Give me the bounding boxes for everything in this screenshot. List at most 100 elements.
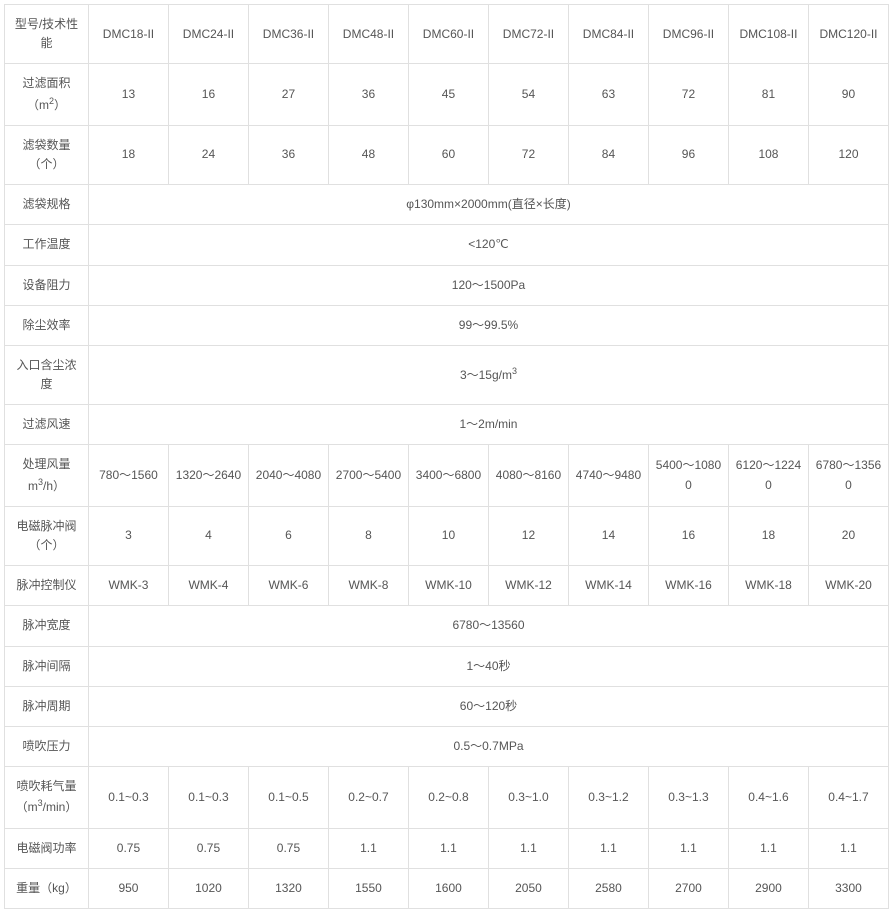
cell: 4 — [168, 506, 248, 565]
cell: 2700～5400 — [328, 445, 408, 506]
cell: 0.1~0.5 — [248, 767, 328, 828]
cell: WMK-6 — [248, 566, 328, 606]
row-span-value: 6780～13560 — [88, 606, 888, 646]
row-span-value: 3～15g/m3 — [88, 345, 888, 404]
row-label: 滤袋规格 — [5, 185, 89, 225]
model-header: DMC60-II — [408, 5, 488, 64]
cell: 72 — [648, 64, 728, 125]
row-label: 脉冲周期 — [5, 686, 89, 726]
model-header: DMC96-II — [648, 5, 728, 64]
row-pulse_interval: 脉冲间隔1～40秒 — [5, 646, 889, 686]
cell: 18 — [88, 125, 168, 184]
row-weight: 重量（kg）9501020132015501600205025802700290… — [5, 868, 889, 908]
cell: 10 — [408, 506, 488, 565]
cell: 1.1 — [728, 828, 808, 868]
header-row: 型号/技术性能DMC18-IIDMC24-IIDMC36-IIDMC48-IID… — [5, 5, 889, 64]
cell: WMK-8 — [328, 566, 408, 606]
row-label: 过滤面积（m2） — [5, 64, 89, 125]
cell: 16 — [648, 506, 728, 565]
cell: 0.2~0.7 — [328, 767, 408, 828]
model-header: DMC72-II — [488, 5, 568, 64]
cell: 63 — [568, 64, 648, 125]
cell: 2700 — [648, 868, 728, 908]
row-pulse_period: 脉冲周期60～120秒 — [5, 686, 889, 726]
row-valve_power: 电磁阀功率0.750.750.751.11.11.11.11.11.11.1 — [5, 828, 889, 868]
model-header: DMC48-II — [328, 5, 408, 64]
cell: 27 — [248, 64, 328, 125]
cell: 950 — [88, 868, 168, 908]
cell: 3300 — [808, 868, 888, 908]
row-span-value: <120℃ — [88, 225, 888, 265]
row-blow_pressure: 喷吹压力0.5～0.7MPa — [5, 726, 889, 766]
cell: 5400～10800 — [648, 445, 728, 506]
model-header: DMC18-II — [88, 5, 168, 64]
cell: 120 — [808, 125, 888, 184]
cell: 0.3~1.0 — [488, 767, 568, 828]
cell: WMK-4 — [168, 566, 248, 606]
row-pulse_width: 脉冲宽度6780～13560 — [5, 606, 889, 646]
row-inlet_conc: 入口含尘浓度3～15g/m3 — [5, 345, 889, 404]
row-span-value: φ130mm×2000mm(直径×长度) — [88, 185, 888, 225]
cell: 0.2~0.8 — [408, 767, 488, 828]
cell: 96 — [648, 125, 728, 184]
cell: 1600 — [408, 868, 488, 908]
cell: WMK-10 — [408, 566, 488, 606]
cell: 0.75 — [88, 828, 168, 868]
cell: 0.3~1.3 — [648, 767, 728, 828]
row-span-value: 0.5～0.7MPa — [88, 726, 888, 766]
model-header: DMC24-II — [168, 5, 248, 64]
cell: 72 — [488, 125, 568, 184]
cell: 2900 — [728, 868, 808, 908]
cell: WMK-18 — [728, 566, 808, 606]
row-label: 电磁脉冲阀（个） — [5, 506, 89, 565]
cell: 1.1 — [808, 828, 888, 868]
cell: 2050 — [488, 868, 568, 908]
cell: 2580 — [568, 868, 648, 908]
row-air_volume: 处理风量m3/h）780～15601320～26402040～40802700～… — [5, 445, 889, 506]
cell: 84 — [568, 125, 648, 184]
cell: 0.1~0.3 — [88, 767, 168, 828]
cell: 1020 — [168, 868, 248, 908]
cell: 13 — [88, 64, 168, 125]
model-header: DMC108-II — [728, 5, 808, 64]
cell: 1550 — [328, 868, 408, 908]
cell: 12 — [488, 506, 568, 565]
cell: WMK-3 — [88, 566, 168, 606]
row-label: 重量（kg） — [5, 868, 89, 908]
header-label: 型号/技术性能 — [5, 5, 89, 64]
cell: WMK-14 — [568, 566, 648, 606]
cell: 3 — [88, 506, 168, 565]
cell: 54 — [488, 64, 568, 125]
cell: 6 — [248, 506, 328, 565]
cell: 18 — [728, 506, 808, 565]
row-pulse_valve: 电磁脉冲阀（个）3468101214161820 — [5, 506, 889, 565]
cell: WMK-12 — [488, 566, 568, 606]
cell: 36 — [328, 64, 408, 125]
row-label: 喷吹压力 — [5, 726, 89, 766]
cell: WMK-16 — [648, 566, 728, 606]
cell: 1.1 — [648, 828, 728, 868]
cell: 1.1 — [408, 828, 488, 868]
cell: 6780～13560 — [808, 445, 888, 506]
cell: 1320 — [248, 868, 328, 908]
spec-table: 型号/技术性能DMC18-IIDMC24-IIDMC36-IIDMC48-IID… — [4, 4, 889, 909]
cell: 36 — [248, 125, 328, 184]
cell: 48 — [328, 125, 408, 184]
cell: WMK-20 — [808, 566, 888, 606]
row-label: 脉冲间隔 — [5, 646, 89, 686]
cell: 0.75 — [248, 828, 328, 868]
cell: 1320～2640 — [168, 445, 248, 506]
cell: 4080～8160 — [488, 445, 568, 506]
cell: 4740～9480 — [568, 445, 648, 506]
cell: 1.1 — [488, 828, 568, 868]
cell: 14 — [568, 506, 648, 565]
row-span-value: 60～120秒 — [88, 686, 888, 726]
cell: 0.3~1.2 — [568, 767, 648, 828]
row-label: 过滤风速 — [5, 405, 89, 445]
model-header: DMC120-II — [808, 5, 888, 64]
row-span-value: 99～99.5% — [88, 305, 888, 345]
cell: 6120～12240 — [728, 445, 808, 506]
row-label: 除尘效率 — [5, 305, 89, 345]
row-label: 喷吹耗气量（m3/min） — [5, 767, 89, 828]
cell: 8 — [328, 506, 408, 565]
